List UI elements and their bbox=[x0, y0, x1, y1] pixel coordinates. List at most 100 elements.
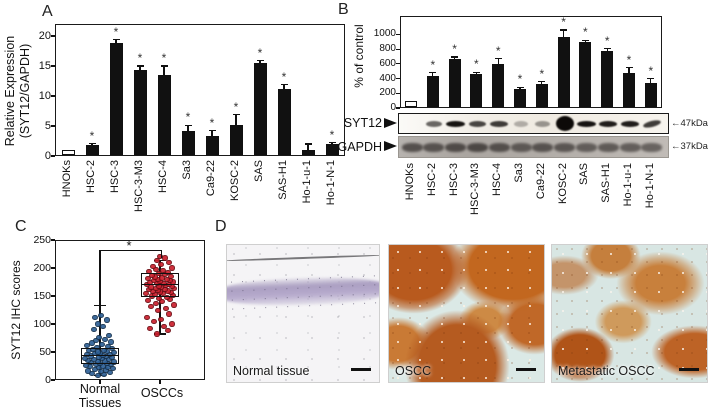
error-bar bbox=[259, 60, 261, 63]
error-bar bbox=[432, 72, 434, 76]
lane-label-SAS: SAS bbox=[253, 160, 265, 183]
scatter-point bbox=[98, 369, 104, 375]
scatter-point bbox=[100, 324, 106, 330]
error-bar bbox=[475, 72, 477, 75]
scatter-point bbox=[159, 299, 165, 305]
scatter-point bbox=[164, 276, 170, 282]
significance-asterisk: * bbox=[89, 128, 95, 143]
scatter-point bbox=[106, 332, 112, 338]
panel-d-letter: D bbox=[215, 218, 227, 235]
error-bar-cap bbox=[208, 130, 216, 132]
y-tick-label: 200 bbox=[33, 262, 51, 274]
bar-HSC-3-M3 bbox=[133, 70, 147, 155]
error-bar bbox=[163, 66, 165, 75]
error-bar bbox=[283, 84, 285, 89]
y-tick-label: 10 bbox=[38, 90, 51, 102]
scatter-point bbox=[89, 340, 95, 346]
bar-HSC-4 bbox=[157, 75, 171, 155]
scatter-point bbox=[92, 314, 98, 320]
lane-label-Sa3: Sa3 bbox=[181, 160, 193, 180]
scatter-point bbox=[85, 368, 91, 374]
scatter-point bbox=[91, 356, 97, 362]
syt12-blot-image bbox=[398, 113, 669, 134]
y-tick-mark bbox=[51, 95, 55, 97]
lane-label-SAS-H1: SAS-H1 bbox=[277, 160, 289, 200]
molecular-weight-37kda: ←37kDa bbox=[671, 141, 708, 152]
significance-asterisk: * bbox=[209, 115, 215, 130]
scatter-point bbox=[94, 344, 100, 351]
image-caption-normal: Normal tissue bbox=[233, 364, 310, 378]
bar-HSC-4 bbox=[492, 63, 505, 107]
significance-asterisk: * bbox=[495, 43, 501, 58]
y-tick-mark bbox=[396, 33, 400, 35]
error-bar-cap bbox=[304, 143, 312, 145]
y-tick-label: 0 bbox=[390, 102, 396, 113]
y-tick-mark bbox=[51, 295, 55, 297]
gapdh-band bbox=[641, 142, 663, 152]
y-tick-label: 400 bbox=[379, 72, 396, 84]
panel-c-ylabel: SYT12 IHC scores bbox=[9, 260, 23, 360]
panel-b-letter: B bbox=[338, 1, 349, 18]
syt12-band bbox=[446, 120, 465, 127]
panel-c-plot bbox=[55, 240, 205, 380]
lane-label-Ca9-22: Ca9-22 bbox=[534, 163, 547, 200]
whisker-line bbox=[99, 305, 101, 376]
significance-asterisk: * bbox=[452, 41, 457, 56]
osccs-label: OSCCs bbox=[140, 386, 184, 400]
bar-HSC-3-M3 bbox=[470, 74, 483, 107]
group-label-osccs: OSCCs bbox=[136, 386, 188, 400]
lane-label-HSC-3: HSC-3 bbox=[447, 163, 460, 197]
significance-asterisk: * bbox=[604, 33, 610, 48]
error-bar-cap bbox=[184, 124, 192, 127]
significance-asterisk: * bbox=[561, 14, 566, 29]
bar-HNOKs bbox=[405, 100, 417, 107]
lane-label-HSC-4: HSC-4 bbox=[157, 160, 169, 194]
bar-Ho-1-u-1 bbox=[623, 72, 635, 107]
error-bar-cap bbox=[625, 66, 633, 69]
scatter-point bbox=[99, 341, 105, 347]
gapdh-band bbox=[488, 142, 510, 152]
bar-HSC-2 bbox=[426, 75, 439, 107]
scatter-point bbox=[93, 338, 99, 344]
scatter-point bbox=[95, 321, 101, 327]
lane-label-HSC-2: HSC-2 bbox=[85, 160, 97, 194]
lane-label-KOSC-2: KOSC-2 bbox=[556, 163, 569, 204]
error-bar-cap bbox=[494, 58, 502, 60]
normal-label-line2: Tissues bbox=[78, 396, 122, 410]
blot-row-label-gapdh: GAPDH bbox=[337, 140, 382, 154]
scatter-point bbox=[110, 366, 116, 372]
bar-Ho-1-N-1 bbox=[325, 144, 339, 155]
error-bar bbox=[584, 40, 586, 43]
error-bar-cap bbox=[280, 84, 288, 86]
syt12-band bbox=[425, 120, 442, 127]
y-tick-mark bbox=[51, 351, 55, 353]
bar-KOSC-2 bbox=[557, 36, 570, 107]
bar-Ca9-22 bbox=[535, 83, 548, 107]
scatter-point bbox=[144, 314, 150, 320]
y-tick-label: 5 bbox=[44, 120, 51, 132]
scatter-point bbox=[143, 290, 149, 296]
scale-bar bbox=[516, 368, 536, 371]
significance-asterisk: * bbox=[185, 110, 191, 125]
bar-KOSC-2 bbox=[229, 125, 243, 155]
bar-SAS-H1 bbox=[601, 50, 614, 107]
error-bar bbox=[606, 48, 608, 51]
panel-a-ylabel-line1: Relative Expression bbox=[3, 35, 17, 147]
y-tick-mark bbox=[51, 267, 55, 269]
scatter-point bbox=[153, 266, 159, 272]
scatter-point bbox=[151, 319, 157, 325]
error-bar-cap bbox=[232, 114, 240, 116]
lane-label-SAS: SAS bbox=[578, 163, 591, 186]
significance-asterisk: * bbox=[126, 238, 132, 253]
gapdh-band bbox=[466, 142, 488, 152]
gapdh-band bbox=[532, 142, 554, 152]
lane-label-HSC-3-M3: HSC-3-M3 bbox=[469, 163, 482, 215]
error-bar-cap bbox=[516, 86, 524, 89]
scatter-point bbox=[163, 305, 169, 311]
scatter-point bbox=[169, 321, 175, 327]
scatter-point bbox=[84, 342, 90, 348]
gapdh-band bbox=[575, 142, 597, 152]
lane-label-Sa3: Sa3 bbox=[513, 163, 525, 183]
error-bar-cap bbox=[603, 48, 611, 50]
significance-asterisk: * bbox=[648, 63, 654, 78]
